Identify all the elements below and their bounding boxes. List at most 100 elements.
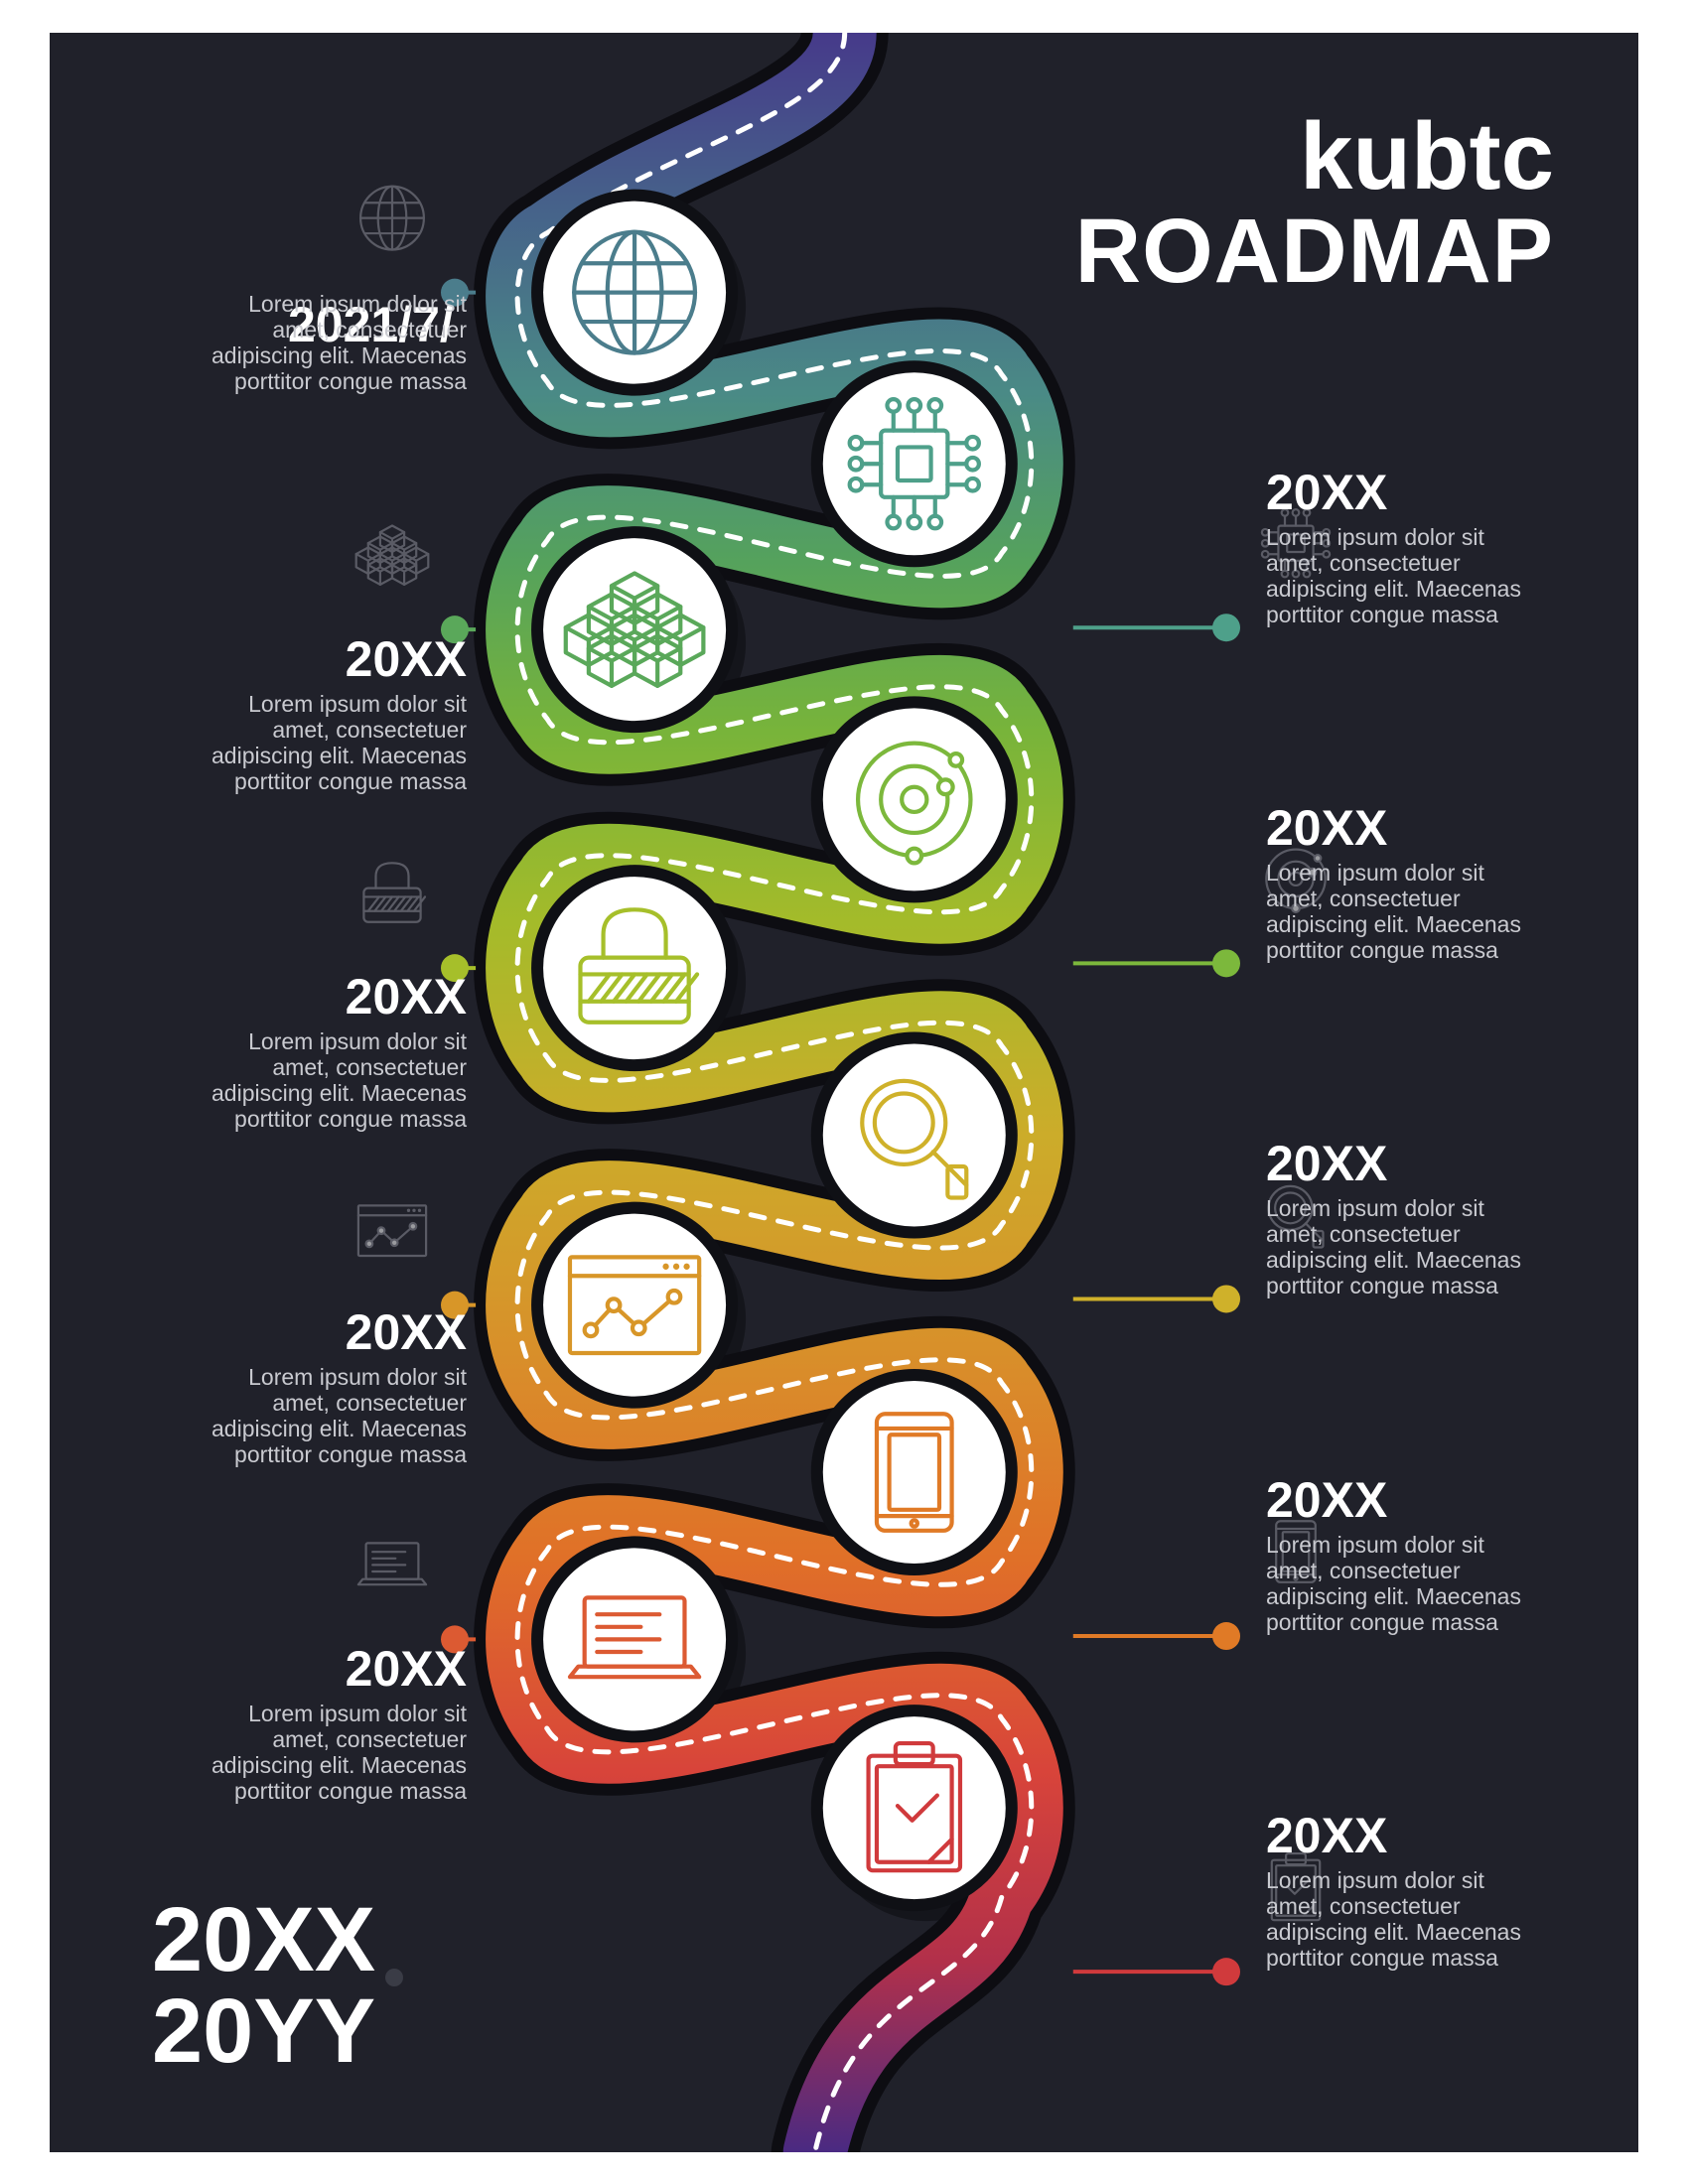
desc-line: adipiscing elit. Maecenas: [211, 342, 467, 368]
milestone-node-4: [810, 696, 1018, 903]
desc-line: adipiscing elit. Maecenas: [1266, 1919, 1521, 1945]
milestone-node-3: [531, 526, 739, 734]
small-orbit-icon: [1265, 848, 1327, 914]
desc-line: amet, consectetuer: [272, 1054, 467, 1080]
milestone-year: 20XX: [345, 969, 467, 1024]
milestone-desc: Lorem ipsum dolor sit amet, consectetuer…: [1266, 860, 1564, 963]
desc-line: porttitor congue massa: [1266, 602, 1498, 627]
small-lock-icon: [362, 862, 427, 923]
milestone-9: 20XX Lorem ipsum dolor sit amet, consect…: [139, 1643, 467, 1804]
desc-line: amet, consectetuer: [1266, 1221, 1461, 1247]
desc-line: Lorem ipsum dolor sit: [248, 1364, 467, 1390]
desc-line: porttitor congue massa: [234, 368, 467, 394]
milestone-desc: Lorem ipsum dolor sit amet, consectetuer…: [139, 1701, 467, 1804]
milestone-node-1: [531, 189, 739, 396]
small-clipboard-check-icon: [1270, 1851, 1322, 1922]
road-center-dashes: [514, 33, 1035, 2152]
desc-line: adipiscing elit. Maecenas: [1266, 1583, 1521, 1609]
desc-line: Lorem ipsum dolor sit: [1266, 524, 1484, 550]
desc-line: amet, consectetuer: [272, 1726, 467, 1752]
node-face: [822, 1381, 1006, 1565]
desc-line: adipiscing elit. Maecenas: [1266, 911, 1521, 937]
analytics-window-icon: [567, 1255, 702, 1356]
milestone-7: 20XX Lorem ipsum dolor sit amet, consect…: [139, 1306, 467, 1467]
milestone-year: 20XX: [1266, 800, 1388, 856]
milestone-node-9: [531, 1536, 739, 1743]
milestone-2: 20XX Lorem ipsum dolor sit amet, consect…: [1266, 467, 1564, 627]
tablet-icon: [874, 1412, 954, 1533]
desc-line: Lorem ipsum dolor sit: [1266, 1867, 1484, 1893]
magnifier-icon: [860, 1078, 969, 1200]
node-face: [822, 1043, 1006, 1227]
desc-line: porttitor congue massa: [234, 1106, 467, 1132]
milestone-year: 20XX: [1266, 1136, 1388, 1191]
connector-dot: [441, 1291, 469, 1319]
connector-dot: [441, 615, 469, 644]
small-cubes-icon: [354, 524, 430, 586]
milestone-5: 20XX Lorem ipsum dolor sit amet, consect…: [139, 971, 467, 1132]
milestone-desc: Lorem ipsum dolor sit amet, consectetuer…: [139, 291, 467, 394]
milestone-node-2: [810, 360, 1018, 568]
clipboard-check-icon: [866, 1740, 963, 1873]
globe-icon: [572, 229, 698, 355]
chip-icon: [847, 397, 981, 531]
milestone-desc: Lorem ipsum dolor sit amet, consectetuer…: [139, 691, 467, 794]
footer-years: 20XX 20YY: [152, 1894, 375, 2077]
orbit-icon: [855, 741, 973, 866]
desc-line: Lorem ipsum dolor sit: [248, 1028, 467, 1054]
desc-line: amet, consectetuer: [1266, 550, 1461, 576]
desc-line: Lorem ipsum dolor sit: [1266, 1532, 1484, 1558]
connector-dot: [441, 1625, 469, 1654]
milestone-1: 2021/7/ Lorem ipsum dolor sit amet, cons…: [139, 291, 467, 394]
cubes-icon: [563, 571, 706, 688]
milestone-4: 20XX Lorem ipsum dolor sit amet, consect…: [1266, 802, 1564, 963]
milestone-desc: Lorem ipsum dolor sit amet, consectetuer…: [1266, 524, 1564, 627]
title-brand: kubtc: [1299, 103, 1554, 209]
milestone-year: 20XX: [1266, 465, 1388, 520]
milestone-year: 20XX: [1266, 1808, 1388, 1863]
desc-line: porttitor congue massa: [1266, 1609, 1498, 1635]
small-globe-icon: [359, 185, 425, 251]
milestone-desc: Lorem ipsum dolor sit amet, consectetuer…: [1266, 1867, 1564, 1971]
small-magnifier-icon: [1267, 1184, 1325, 1249]
milestone-desc: Lorem ipsum dolor sit amet, consectetuer…: [139, 1028, 467, 1132]
small-chip-icon: [1260, 508, 1332, 579]
roadmap-poster: kubtc ROADMAP 2021/7/ Lorem ipsum dolor …: [50, 33, 1638, 2152]
footer-year-end: 20YY: [152, 1980, 376, 2082]
connector-dot: [441, 278, 469, 307]
desc-line: adipiscing elit. Maecenas: [211, 1416, 467, 1441]
milestone-3: 20XX Lorem ipsum dolor sit amet, consect…: [139, 633, 467, 794]
milestone-year: 20XX: [1266, 1472, 1388, 1528]
node-face: [822, 372, 1006, 556]
milestone-desc: Lorem ipsum dolor sit amet, consectetuer…: [139, 1364, 467, 1467]
desc-line: Lorem ipsum dolor sit: [1266, 1195, 1484, 1221]
desc-line: Lorem ipsum dolor sit: [248, 1701, 467, 1726]
desc-line: adipiscing elit. Maecenas: [211, 1080, 467, 1106]
desc-line: adipiscing elit. Maecenas: [1266, 1247, 1521, 1273]
footer-year-start: 20XX: [152, 1889, 376, 1990]
milestone-year: 20XX: [345, 1304, 467, 1360]
milestone-node-6: [810, 1031, 1018, 1239]
milestone-node-8: [810, 1369, 1018, 1576]
connector-dot: [1212, 1958, 1240, 1986]
milestone-node-10: [810, 1705, 1018, 1912]
footer-dot: [385, 1969, 403, 1986]
desc-line: porttitor congue massa: [1266, 937, 1498, 963]
desc-line: adipiscing elit. Maecenas: [1266, 576, 1521, 602]
desc-line: porttitor congue massa: [1266, 1273, 1498, 1298]
milestone-10: 20XX Lorem ipsum dolor sit amet, consect…: [1266, 1810, 1564, 1971]
desc-line: amet, consectetuer: [1266, 886, 1461, 911]
desc-line: amet, consectetuer: [272, 717, 467, 743]
milestone-node-5: [531, 865, 739, 1072]
desc-line: adipiscing elit. Maecenas: [211, 1752, 467, 1778]
connector-dot: [1212, 949, 1240, 978]
desc-line: porttitor congue massa: [1266, 1945, 1498, 1971]
milestone-year: 20XX: [345, 1641, 467, 1697]
node-face: [543, 1213, 727, 1397]
desc-line: Lorem ipsum dolor sit: [248, 291, 467, 317]
small-tablet-icon: [1275, 1520, 1317, 1583]
milestone-year: 2021/7/: [288, 297, 454, 352]
desc-line: porttitor congue massa: [234, 1441, 467, 1467]
desc-line: adipiscing elit. Maecenas: [211, 743, 467, 768]
connector-dot: [1212, 1622, 1240, 1651]
